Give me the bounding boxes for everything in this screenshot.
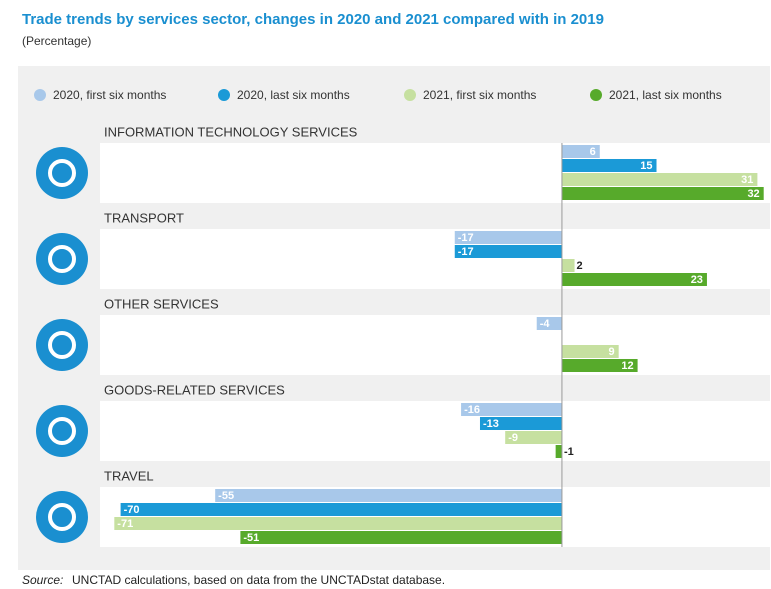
chart-subtitle: (Percentage) (22, 34, 91, 48)
bar (120, 503, 562, 516)
value-label: 31 (741, 174, 753, 186)
category-label: OTHER SERVICES (104, 296, 219, 311)
bar (561, 259, 575, 272)
category-icon (36, 491, 88, 543)
icon-circle (36, 233, 88, 285)
value-label: -1 (564, 446, 574, 458)
value-label: -13 (483, 418, 499, 430)
icon-glyph (48, 159, 76, 187)
bar (561, 359, 638, 372)
value-label: 12 (621, 360, 633, 372)
icon-glyph (48, 417, 76, 445)
value-label: 32 (747, 188, 759, 200)
bar (561, 173, 758, 186)
legend-label: 2021, first six months (423, 88, 536, 102)
icon-glyph (48, 503, 76, 531)
category-label: TRANSPORT (104, 210, 184, 225)
icon-circle (36, 319, 88, 371)
legend-swatch (218, 89, 230, 101)
legend-swatch (404, 89, 416, 101)
bar (240, 531, 562, 544)
group-band (100, 401, 770, 461)
value-label: -17 (458, 246, 474, 258)
icon-glyph (48, 331, 76, 359)
bar (561, 159, 657, 172)
chart-title: Trade trends by services sector, changes… (22, 11, 604, 28)
bar (536, 317, 562, 330)
category-label: GOODS-RELATED SERVICES (104, 382, 285, 397)
icon-circle (36, 405, 88, 457)
value-label: -9 (508, 432, 518, 444)
icon-glyph (48, 245, 76, 273)
category-icon (36, 233, 88, 285)
icon-circle (36, 147, 88, 199)
bar (561, 345, 619, 358)
bar (479, 417, 562, 430)
value-label: -4 (540, 318, 551, 330)
bar (505, 431, 562, 444)
value-label: -17 (458, 232, 474, 244)
value-label: 9 (609, 346, 615, 358)
group-band (100, 315, 770, 375)
source-text: UNCTAD calculations, based on data from … (72, 573, 445, 587)
source-label: Source: (22, 573, 63, 587)
value-label: 2 (577, 260, 583, 272)
value-label: 6 (590, 146, 596, 158)
bar (555, 445, 562, 458)
bar (561, 187, 764, 200)
legend-label: 2020, last six months (237, 88, 350, 102)
icon-circle (36, 491, 88, 543)
bar (215, 489, 562, 502)
legend-label: 2021, last six months (609, 88, 722, 102)
legend-label: 2020, first six months (53, 88, 166, 102)
bar (561, 273, 707, 286)
bar (454, 231, 562, 244)
value-label: -51 (243, 532, 259, 544)
category-icon (36, 319, 88, 371)
value-label: 23 (691, 274, 703, 286)
bar (561, 145, 600, 158)
value-label: 15 (640, 160, 652, 172)
category-icon (36, 147, 88, 199)
bar (454, 245, 562, 258)
value-label: -16 (464, 404, 480, 416)
value-label: -55 (218, 490, 234, 502)
bar (461, 403, 562, 416)
category-label: TRAVEL (104, 468, 154, 483)
legend-swatch (590, 89, 602, 101)
value-label: -70 (124, 504, 140, 516)
bar (114, 517, 562, 530)
category-label: INFORMATION TECHNOLOGY SERVICES (104, 124, 358, 139)
category-icon (36, 405, 88, 457)
legend-swatch (34, 89, 46, 101)
value-label: -71 (117, 518, 133, 530)
